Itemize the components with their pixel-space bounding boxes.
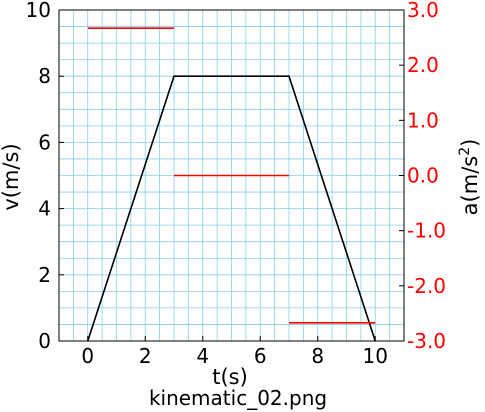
y-right-tick-label: 3.0 <box>407 0 439 22</box>
chart-caption: kinematic_02.png <box>149 386 327 410</box>
y-axis-label-left: v(m/s) <box>0 143 23 210</box>
y-left-tick-label: 6 <box>38 130 51 154</box>
x-tick-label: 8 <box>311 344 324 368</box>
x-tick-label: 2 <box>139 344 152 368</box>
y-left-tick-label: 0 <box>38 329 51 353</box>
x-tick-label: 10 <box>363 344 388 368</box>
y-right-tick-label: -3.0 <box>407 329 446 353</box>
y-left-tick-label: 2 <box>38 263 51 287</box>
ticks: 0 2 4 6 8 10 0 2 4 6 8 10 3.0 2.0 1.0 0.0 -1.0 -2.0 -3.0 <box>26 0 446 368</box>
series <box>86 27 377 342</box>
x-tick-label: 0 <box>81 344 94 368</box>
y-axis-label-right-close: ) <box>458 139 482 147</box>
x-axis-label: t(s) <box>212 365 248 389</box>
y-right-tick-label: -2.0 <box>407 274 446 298</box>
y-left-tick-label: 4 <box>38 197 51 221</box>
y-axis-label-right-exponent: 2 <box>457 147 473 156</box>
x-tick-label: 6 <box>254 344 267 368</box>
y-left-tick-label: 8 <box>38 64 51 88</box>
velocity-line <box>86 75 377 342</box>
y-right-tick-label: 2.0 <box>407 53 439 77</box>
y-right-tick-label: 0.0 <box>407 164 439 188</box>
y-axis-label-right: a(m/s2) <box>457 139 482 216</box>
y-axis-label-right-base: a(m/s <box>458 156 482 216</box>
y-left-tick-label: 10 <box>26 0 51 22</box>
x-tick-label: 4 <box>196 344 209 368</box>
y-right-tick-label: -1.0 <box>407 219 446 243</box>
y-right-tick-label: 1.0 <box>407 108 439 132</box>
